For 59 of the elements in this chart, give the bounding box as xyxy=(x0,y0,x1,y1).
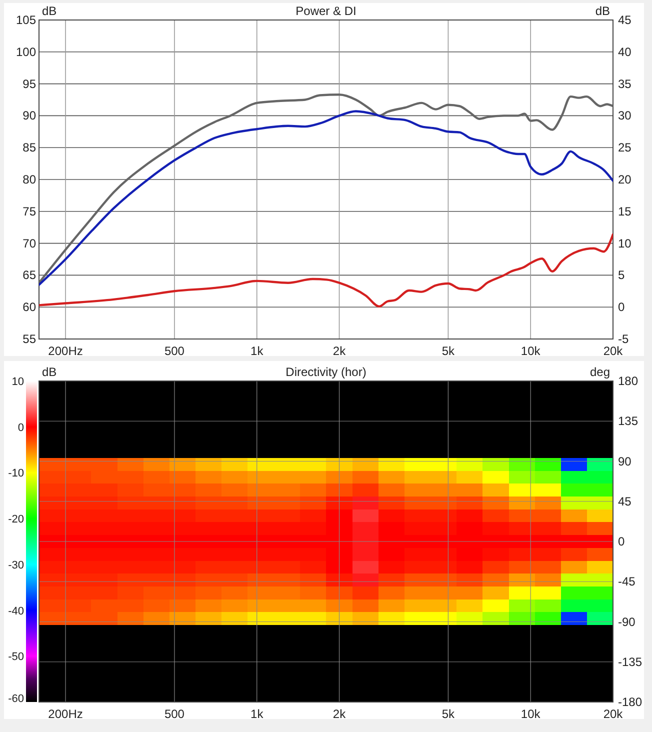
y-tick-label: 55 xyxy=(22,332,36,346)
y-tick-label: 90 xyxy=(22,108,36,123)
x-tick-label: 5k xyxy=(442,707,456,721)
x-tick-label: 1k xyxy=(250,707,264,721)
y2-tick-label: -135 xyxy=(618,654,642,669)
y2-tick-label: 35 xyxy=(618,76,632,91)
y2-tick-label: 5 xyxy=(618,268,625,282)
x-tick-label: 10k xyxy=(520,707,542,721)
y-tick-label: 100 xyxy=(16,44,36,59)
x-tick-label: 2k xyxy=(332,707,347,721)
y-tick-label: 95 xyxy=(22,76,36,91)
y2-tick-label: 135 xyxy=(618,414,638,428)
y2-tick-label: 45 xyxy=(618,494,632,508)
y-tick-label: 60 xyxy=(22,300,36,314)
y2-tick-label: -90 xyxy=(618,614,636,629)
x-tick-label: 1k xyxy=(250,344,264,358)
color-bar-label: -40 xyxy=(8,605,24,618)
color-bar-label: 0 xyxy=(18,422,24,434)
x-tick-label: 200Hz xyxy=(48,344,83,358)
x-tick-label: 20k xyxy=(603,707,624,721)
y-tick-label: 75 xyxy=(22,204,36,218)
color-bar-label: -50 xyxy=(8,651,24,664)
x-tick-label: 5k xyxy=(442,344,456,358)
y2-tick-label: 10 xyxy=(618,236,632,250)
x-tick-label: 10k xyxy=(520,344,542,358)
y2-axis-title: dB xyxy=(595,4,610,18)
y2-tick-label: -180 xyxy=(618,695,642,709)
y2-tick-label: -5 xyxy=(618,332,629,346)
color-bar-label: 10 xyxy=(12,376,24,388)
x-tick-label: 500 xyxy=(164,707,185,721)
chart-title: Power & DI xyxy=(296,4,356,18)
y-tick-label: 85 xyxy=(22,140,36,155)
y2-tick-label: 20 xyxy=(618,172,632,186)
x-tick-label: 200Hz xyxy=(48,707,83,721)
x-tick-label: 2k xyxy=(332,344,347,358)
y2-axis-title: deg xyxy=(590,365,610,379)
color-bar-label: -20 xyxy=(8,514,24,526)
x-tick-label: 20k xyxy=(603,344,624,358)
x-tick-label: 500 xyxy=(164,344,185,358)
y-axis-title: dB xyxy=(42,4,57,18)
color-bar-label: -30 xyxy=(8,559,24,572)
y-tick-label: 65 xyxy=(22,268,36,282)
chart-title: Directivity (hor) xyxy=(286,365,366,379)
y-tick-label: 105 xyxy=(16,13,36,27)
y2-tick-label: 40 xyxy=(618,44,632,59)
y2-tick-label: -45 xyxy=(618,574,636,589)
y2-tick-label: 90 xyxy=(618,454,632,468)
y2-tick-label: 25 xyxy=(618,140,632,155)
y-tick-label: 80 xyxy=(22,172,36,186)
color-bar-label: -10 xyxy=(8,468,24,480)
y2-tick-label: 180 xyxy=(618,374,638,388)
color-bar-label: -60 xyxy=(8,693,24,705)
y2-tick-label: 0 xyxy=(618,300,625,314)
y-tick-label: 70 xyxy=(22,236,36,250)
color-bar-title: dB xyxy=(42,365,57,379)
y2-tick-label: 15 xyxy=(618,204,632,218)
y2-tick-label: 0 xyxy=(618,534,625,548)
y2-tick-label: 30 xyxy=(618,108,632,123)
y2-tick-label: 45 xyxy=(618,13,632,27)
